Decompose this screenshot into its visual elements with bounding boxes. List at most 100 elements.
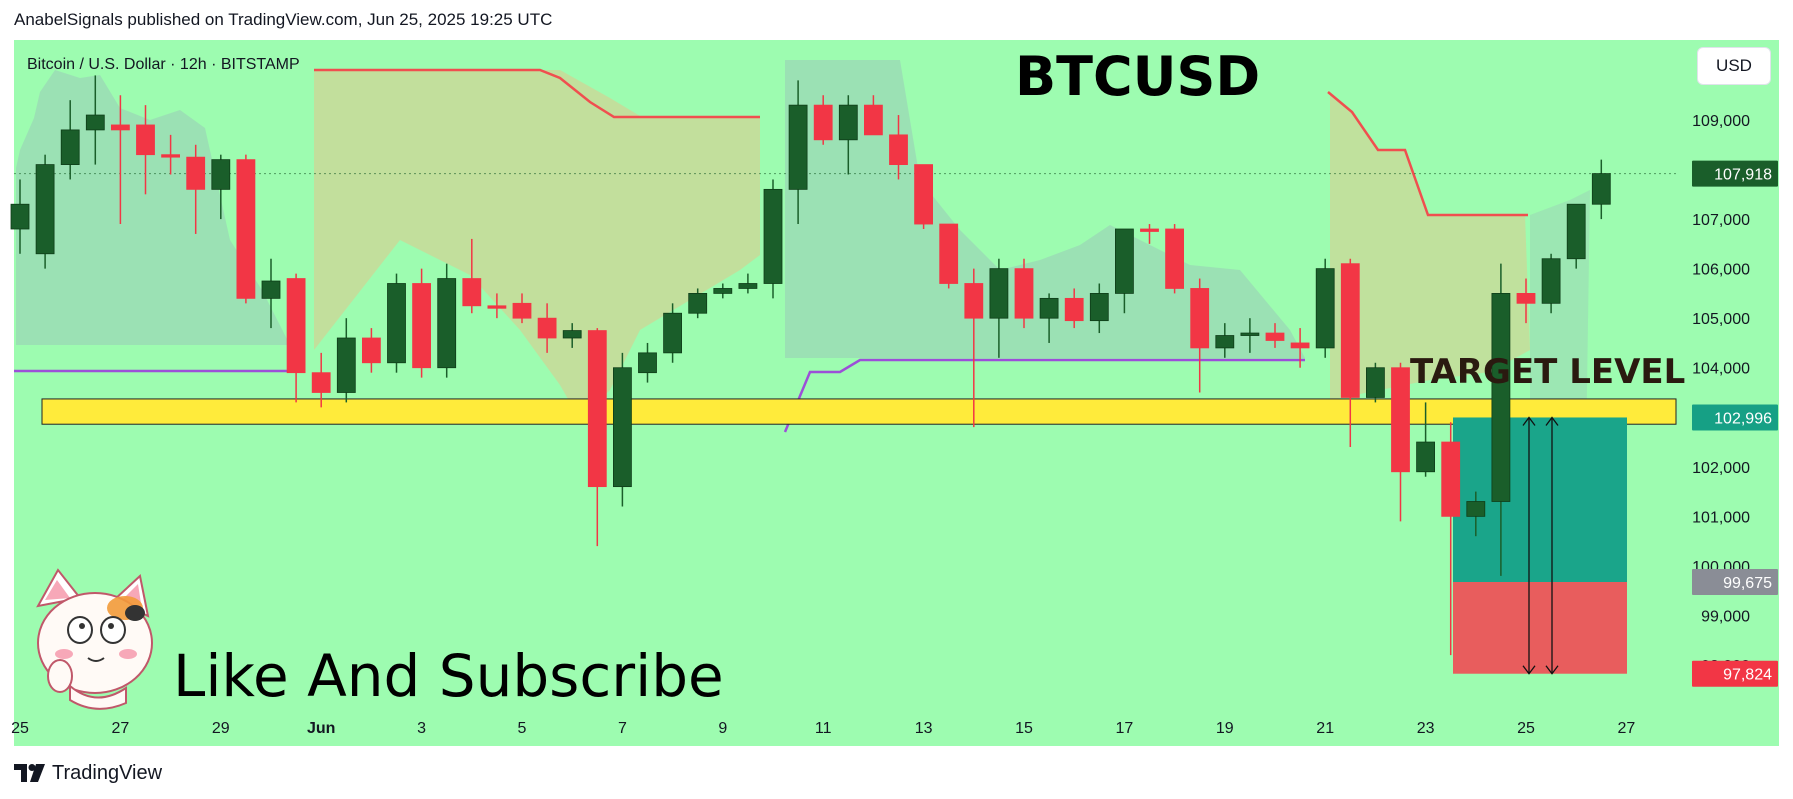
x-tick-label: 27	[112, 720, 130, 737]
x-tick-label: 5	[518, 720, 527, 737]
candle	[236, 154, 256, 304]
x-tick-label: 13	[915, 720, 933, 737]
candle	[939, 223, 959, 289]
candle-body	[462, 278, 482, 307]
price-badge-label: 107,918	[1714, 167, 1772, 184]
candle	[864, 95, 883, 136]
candle	[136, 105, 155, 195]
candle	[1491, 263, 1511, 576]
candle	[889, 115, 908, 180]
tradingview-logo[interactable]: TradingView	[14, 760, 162, 786]
candle-body	[1115, 228, 1134, 294]
candle	[10, 179, 30, 254]
candle-body	[311, 372, 331, 393]
candle-body	[864, 104, 883, 136]
candle	[1516, 278, 1536, 324]
loss-zone	[1453, 582, 1627, 674]
candle	[85, 75, 105, 165]
promo-text: Like And Subscribe	[173, 642, 724, 710]
candle-body	[1190, 288, 1210, 349]
candle-body	[1014, 268, 1034, 319]
candle	[562, 323, 582, 348]
y-axis[interactable]: 109,000 107,000 106,000 105,000 104,000 102,0…	[1692, 113, 1778, 687]
y-tick-label: 106,000	[1692, 262, 1750, 279]
currency-selector-button[interactable]: USD	[1697, 47, 1771, 85]
x-tick-label: 23	[1417, 720, 1435, 737]
candle-body	[1366, 367, 1385, 398]
price-badge: 107,918	[1692, 160, 1778, 187]
candle	[261, 258, 281, 329]
candle	[964, 268, 984, 428]
candle	[1391, 362, 1410, 522]
arrow-head-down	[1545, 665, 1559, 675]
candle-body	[1441, 441, 1461, 517]
candle	[1039, 293, 1059, 343]
candle-body	[1290, 342, 1310, 349]
candle	[1115, 228, 1134, 314]
x-tick-label: 19	[1216, 720, 1234, 737]
candle	[161, 134, 181, 175]
symbol-line: Bitcoin / U.S. Dollar · 12h · BITSTAMP	[27, 56, 300, 73]
candle-body	[989, 268, 1009, 319]
candle-body	[613, 367, 632, 488]
y-tick-label: 109,000	[1692, 113, 1750, 130]
chart-title: BTCUSD	[1015, 45, 1260, 108]
candle-body	[964, 283, 984, 319]
candle-body	[387, 283, 406, 364]
candle	[1215, 323, 1235, 358]
x-tick-label: 17	[1116, 720, 1134, 737]
xaxis-background	[14, 708, 1676, 746]
candle-body	[1140, 228, 1159, 232]
y-tick-label: 99,000	[1701, 608, 1750, 625]
x-tick-label: 3	[417, 720, 426, 737]
candle	[1441, 422, 1461, 656]
candle	[1190, 278, 1210, 393]
tradingview-logo-icon	[14, 764, 45, 782]
candle	[1064, 288, 1084, 329]
candle	[638, 342, 657, 383]
candle-body	[35, 164, 55, 255]
candle-body	[1165, 228, 1184, 289]
profit-zone	[1453, 417, 1627, 583]
candle-body	[10, 203, 30, 230]
candle	[1089, 283, 1109, 334]
candle-body	[663, 312, 682, 354]
price-badge-label: 97,824	[1723, 667, 1772, 684]
candle-body	[1039, 297, 1059, 319]
candle-body	[914, 164, 933, 225]
candle	[1290, 328, 1310, 368]
support-line-2	[783, 358, 1305, 433]
candle	[387, 273, 406, 373]
x-tick-label: 27	[1618, 720, 1636, 737]
y-tick-label: 107,000	[1692, 212, 1750, 229]
x-tick-label: Jun	[307, 720, 335, 737]
candle-body	[361, 337, 381, 364]
x-axis[interactable]: 25 27 29 Jun 3 5 7 9 11 13 15 17 19 21 23 25 27	[11, 720, 1635, 737]
candle-body	[236, 159, 256, 299]
candle	[537, 303, 557, 353]
candle	[512, 293, 532, 324]
candle-body	[813, 104, 833, 141]
price-badge-label: 102,996	[1714, 410, 1772, 427]
candle	[738, 273, 758, 294]
candle-body	[939, 223, 959, 284]
candle-body	[889, 134, 908, 165]
candle	[1265, 323, 1285, 348]
y-tick-label: 102,000	[1692, 460, 1750, 477]
candle	[1340, 258, 1360, 447]
candle	[1165, 224, 1184, 294]
axis-background	[1676, 40, 1779, 746]
candle-body	[1541, 258, 1561, 304]
arrow-head-down	[1522, 665, 1536, 675]
candle-body	[688, 293, 708, 314]
candle-body	[587, 330, 607, 488]
candle	[35, 154, 55, 269]
candle-body	[1265, 332, 1285, 341]
candle	[311, 352, 331, 408]
candle	[286, 273, 306, 403]
candle-body	[336, 337, 356, 393]
candle-body	[1215, 335, 1235, 349]
range-arrows	[1522, 416, 1559, 675]
candle-body	[638, 352, 657, 374]
